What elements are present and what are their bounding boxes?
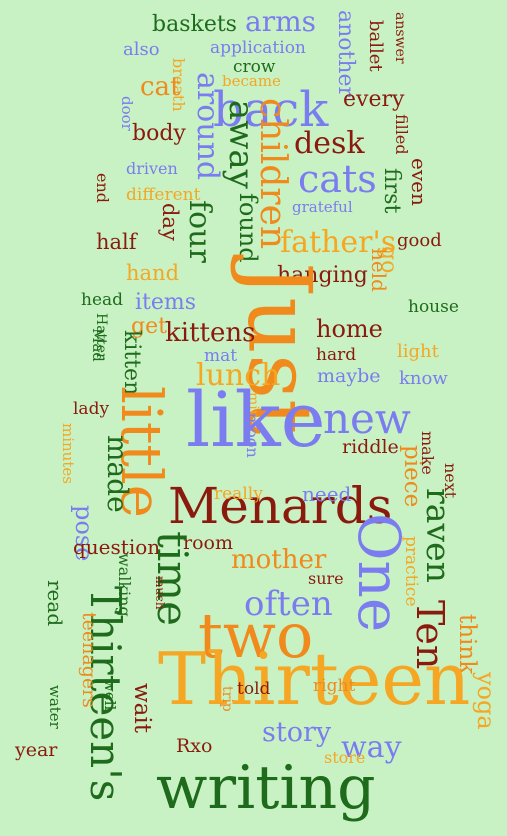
word-really: really <box>214 484 263 504</box>
word-mother: mother <box>231 545 327 575</box>
word-cat: cat <box>140 72 181 102</box>
word-cats: cats <box>298 157 377 201</box>
word-driven: driven <box>126 159 178 178</box>
word-baskets: baskets <box>152 12 237 37</box>
word-minutes: minutes <box>59 423 77 484</box>
word-kittens: kittens <box>165 318 256 348</box>
word-mat: mat <box>204 346 238 366</box>
word-desk: desk <box>294 126 365 161</box>
word-question: question <box>73 535 161 559</box>
word-found: found <box>234 193 262 263</box>
word-another: another <box>333 10 358 98</box>
word-light: light <box>397 341 439 362</box>
word-hanging: hanging <box>277 263 368 288</box>
word-back: back <box>213 82 329 138</box>
word-moon: moon <box>243 413 262 458</box>
word-first: first <box>379 168 404 214</box>
word-like: like <box>186 375 326 464</box>
word-know: know <box>399 368 448 389</box>
word-well: well <box>101 679 119 711</box>
word-lady: lady <box>73 399 110 419</box>
word-water: water <box>46 685 64 729</box>
word-also: also <box>123 39 160 60</box>
word-way: way <box>341 730 402 765</box>
word-wait: wait <box>129 683 155 733</box>
word-menards: Menards <box>168 477 393 535</box>
word-told: told <box>237 679 271 699</box>
word-read: read <box>43 580 67 627</box>
word-often: often <box>244 584 333 624</box>
word-four: four <box>182 200 217 263</box>
word-much: much <box>153 576 167 610</box>
word-writing: writing <box>156 753 376 823</box>
word-application: application <box>210 38 306 58</box>
word-became: became <box>222 72 281 90</box>
word-items: items <box>135 290 197 315</box>
word-trip: trip <box>219 686 235 712</box>
word-body: body <box>132 121 186 146</box>
word-maybe: maybe <box>317 365 381 387</box>
word-room: room <box>183 532 233 554</box>
word-house: house <box>408 297 459 317</box>
word-home: home <box>316 315 383 343</box>
word-even: even <box>407 158 431 206</box>
word-two: two <box>198 599 314 672</box>
word-sure: sure <box>308 569 344 588</box>
word-get: get <box>131 314 167 339</box>
word-new: new <box>323 394 411 443</box>
word-made: made <box>101 435 134 513</box>
word-ballet: ballet <box>365 20 386 72</box>
word-arms: arms <box>245 5 316 38</box>
word-end: end <box>93 173 112 204</box>
word-good: good <box>397 230 442 251</box>
word-right: right <box>313 676 356 696</box>
word-answer: answer <box>392 12 408 64</box>
word-head: head <box>81 290 124 310</box>
word-different: different <box>126 185 201 205</box>
word-need: need <box>302 482 352 506</box>
word-teenagers: teenagers <box>78 612 100 708</box>
word-store: store <box>324 748 366 767</box>
word-hard: hard <box>316 345 357 365</box>
word-story: story <box>262 717 332 748</box>
word-filled: filled <box>392 114 411 155</box>
word-thirteen: Thirteen <box>158 637 471 721</box>
word-half: half <box>96 230 137 254</box>
word-riddle: riddle <box>342 436 399 458</box>
word-hand: hand <box>126 261 180 285</box>
word-fathers: father's <box>280 225 397 260</box>
word-mad: Mad <box>89 328 107 362</box>
word-crow: crow <box>233 57 276 77</box>
word-yoga: yoga <box>472 672 500 730</box>
word-grateful: grateful <box>292 198 353 216</box>
word-raven: raven <box>419 488 458 583</box>
word-lunch: lunch <box>196 358 281 393</box>
word-held: held <box>367 248 391 292</box>
word-every: every <box>343 87 405 112</box>
word-one: One <box>345 513 413 633</box>
word-rxo: Rxo <box>176 735 213 757</box>
word-year: year <box>15 739 58 761</box>
word-practice: practice <box>401 536 421 607</box>
word-day: day <box>158 203 182 241</box>
